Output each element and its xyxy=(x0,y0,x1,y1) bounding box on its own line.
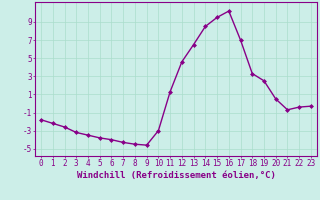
X-axis label: Windchill (Refroidissement éolien,°C): Windchill (Refroidissement éolien,°C) xyxy=(76,171,276,180)
